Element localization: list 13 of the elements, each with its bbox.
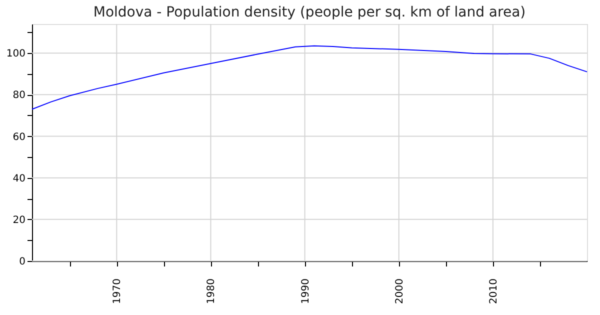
line-series <box>32 45 588 110</box>
x-tick-label: 2000 <box>394 278 406 304</box>
x-tick-label: 1980 <box>206 278 218 304</box>
chart-title: Moldova - Population density (people per sq. km of land area) <box>93 4 526 20</box>
x-tick-label: 1970 <box>112 278 124 304</box>
x-tick-label: 1990 <box>300 278 312 304</box>
y-tick-label: 60 <box>12 132 26 143</box>
x-tick-label: 2010 <box>488 278 500 304</box>
y-tick-label: 80 <box>12 90 26 102</box>
y-tick-label: 100 <box>6 48 26 60</box>
y-tick-label: 0 <box>19 256 26 268</box>
y-tick-label: 40 <box>12 173 26 184</box>
y-tick-label: 20 <box>12 214 26 226</box>
